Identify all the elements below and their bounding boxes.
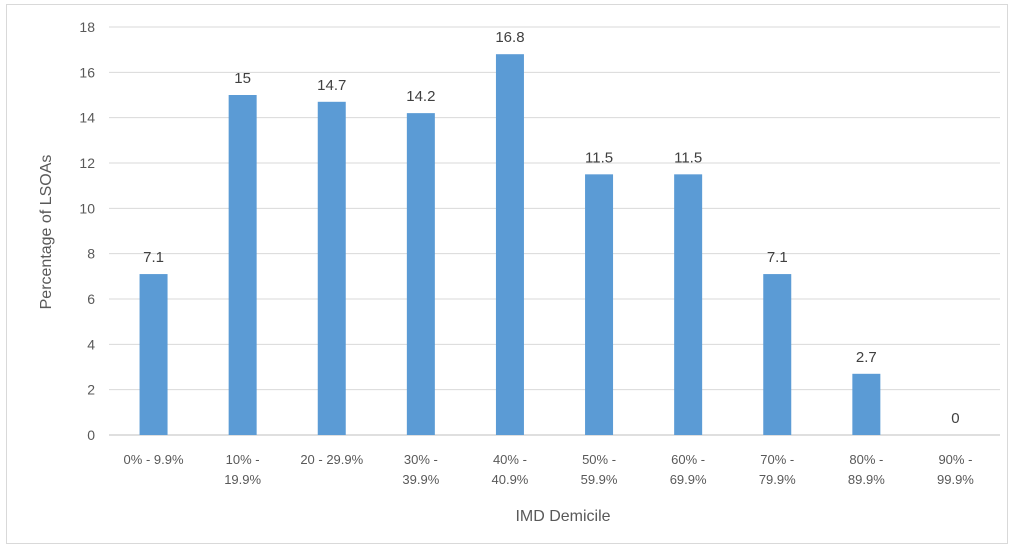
- x-category-label: 40.9%: [492, 472, 529, 487]
- y-tick-label: 0: [87, 427, 95, 443]
- y-axis-ticks: 0 2 4 6 8 10 12 14 16 18: [79, 19, 95, 443]
- y-tick-label: 6: [87, 291, 95, 307]
- x-category-label: 60% -: [671, 452, 705, 467]
- bar: [852, 373, 881, 435]
- x-category-label: 70% -: [760, 452, 794, 467]
- y-tick-label: 2: [87, 382, 95, 398]
- y-tick-label: 14: [79, 110, 95, 126]
- data-label: 2.7: [856, 349, 877, 366]
- x-category-label: 0% - 9.9%: [124, 452, 184, 467]
- x-category-label: 80% -: [849, 452, 883, 467]
- x-axis-title: IMD Demicile: [515, 508, 610, 525]
- x-category-label: 10% -: [226, 452, 260, 467]
- bar: [763, 274, 792, 435]
- data-label: 7.1: [143, 249, 164, 266]
- bar-chart: 0 2 4 6 8 10 12 14 16 18 7.1 15 14.7 14.2 16.8 11.5 11.…: [38, 19, 1000, 525]
- x-category-label: 40% -: [493, 452, 527, 467]
- x-category-label: 69.9%: [670, 472, 707, 487]
- x-category-label: 20 - 29.9%: [300, 452, 363, 467]
- bar: [674, 174, 703, 436]
- x-category-label: 30% -: [404, 452, 438, 467]
- bar: [139, 274, 168, 435]
- y-tick-label: 10: [79, 200, 95, 216]
- gridlines: [109, 26, 1000, 436]
- x-category-label: 89.9%: [848, 472, 885, 487]
- x-category-label: 50% -: [582, 452, 616, 467]
- y-tick-label: 8: [87, 246, 95, 262]
- data-label: 7.1: [767, 249, 788, 266]
- bar: [406, 113, 435, 435]
- bars: [139, 54, 881, 436]
- bar: [317, 101, 346, 436]
- data-label: 11.5: [674, 149, 702, 166]
- x-category-label: 59.9%: [581, 472, 618, 487]
- data-label: 16.8: [495, 29, 524, 46]
- chart-frame: 0 2 4 6 8 10 12 14 16 18 7.1 15 14.7 14.2 16.8 11.5 11.…: [6, 4, 1008, 544]
- y-axis-title: Percentage of LSOAs: [38, 155, 55, 310]
- bar: [228, 95, 257, 435]
- data-label: 14.7: [317, 77, 346, 94]
- y-tick-label: 4: [87, 336, 95, 352]
- data-labels: 7.1 15 14.7 14.2 16.8 11.5 11.5 7.1 2.7 0: [143, 29, 960, 427]
- x-category-label: 19.9%: [224, 472, 261, 487]
- y-tick-label: 18: [79, 19, 95, 35]
- x-axis-categories: 0% - 9.9% 10% - 19.9% 20 - 29.9% 30% - 39.9% 4…: [124, 452, 975, 487]
- data-label: 14.2: [406, 88, 435, 105]
- bar: [585, 174, 614, 436]
- bar: [495, 54, 524, 435]
- y-tick-label: 16: [79, 64, 95, 80]
- x-category-label: 79.9%: [759, 472, 796, 487]
- x-category-label: 99.9%: [937, 472, 974, 487]
- data-label: 0: [951, 410, 959, 427]
- data-label: 15: [234, 70, 251, 87]
- data-label: 11.5: [585, 149, 613, 166]
- x-category-label: 39.9%: [402, 472, 439, 487]
- x-category-label: 90% -: [938, 452, 972, 467]
- y-tick-label: 12: [79, 155, 95, 171]
